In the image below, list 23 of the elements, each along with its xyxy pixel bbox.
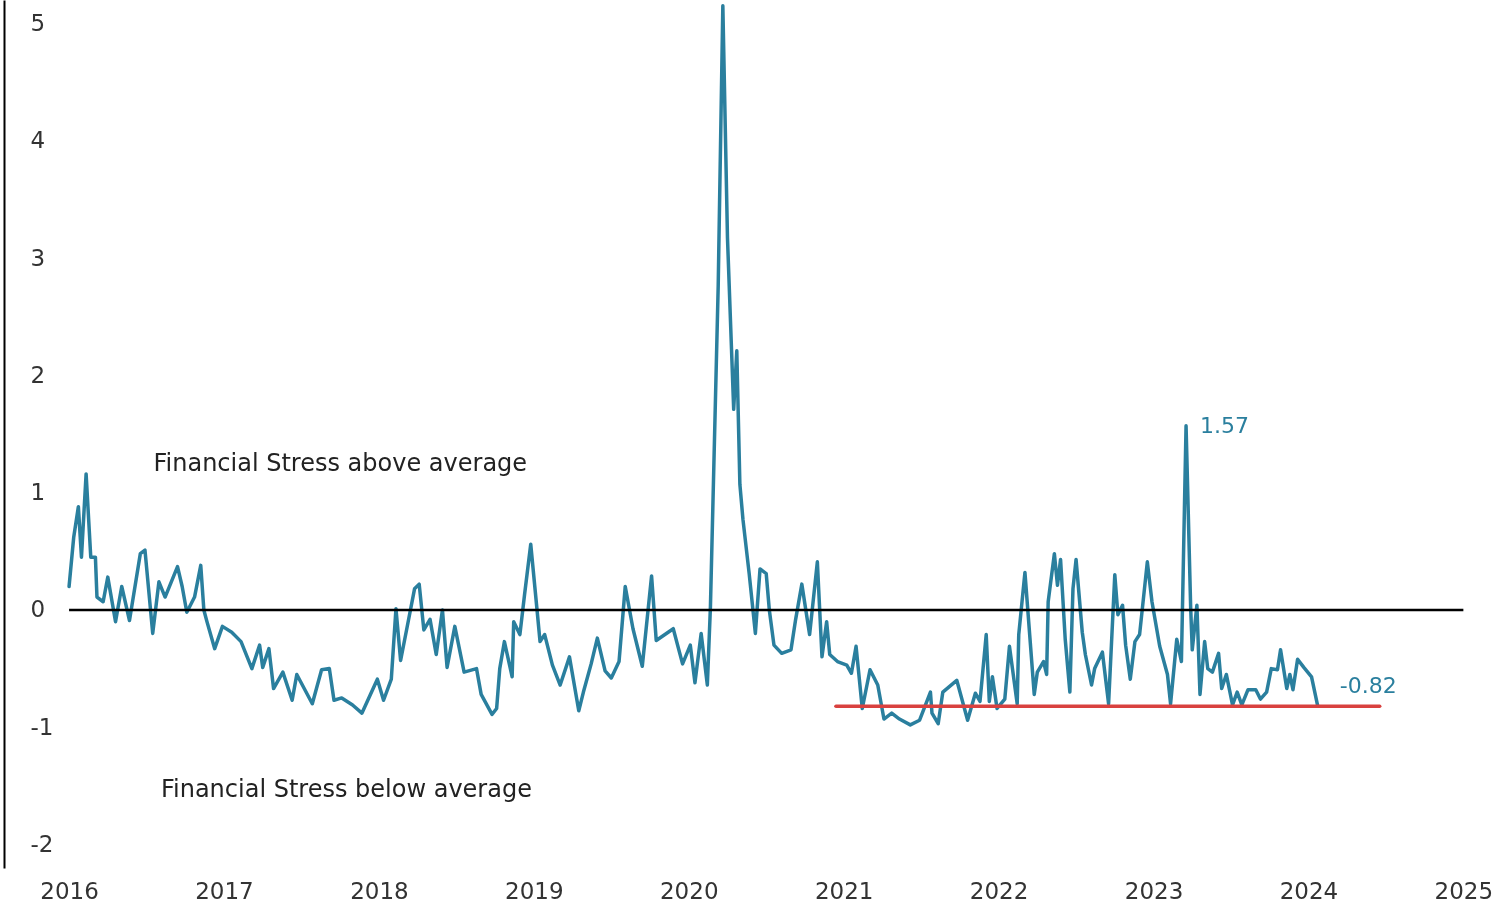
y-tick-label: 0: [30, 596, 46, 623]
y-tick-label: 5: [30, 9, 46, 36]
x-tick-label: 2017: [195, 877, 254, 904]
line-series: [67, 4, 1320, 727]
y-tick-label: 1: [30, 479, 46, 506]
x-tick-label: 2022: [969, 877, 1029, 904]
y-tick-label: 2: [30, 361, 46, 388]
x-tick-label: 2018: [350, 877, 409, 904]
x-tick-label: 2019: [505, 877, 564, 904]
y-tick-label: -2: [30, 831, 54, 858]
x-tick-label: 2023: [1124, 877, 1184, 904]
x-tick-label: 2024: [1279, 877, 1339, 904]
y-tick-label: 4: [30, 127, 46, 154]
x-tick-label: 2016: [40, 877, 99, 904]
annotation: 1.57: [1200, 412, 1250, 438]
y-tick-label: 3: [30, 244, 46, 271]
annotation: -0.82: [1339, 673, 1397, 699]
x-tick-label: 2021: [814, 877, 874, 904]
annotation: Financial Stress below average: [160, 774, 532, 803]
x-tick-label: 2025: [1434, 877, 1494, 904]
annotation: Financial Stress above average: [153, 449, 528, 478]
y-tick-label: -1: [30, 713, 54, 740]
x-tick-label: 2020: [659, 877, 719, 904]
